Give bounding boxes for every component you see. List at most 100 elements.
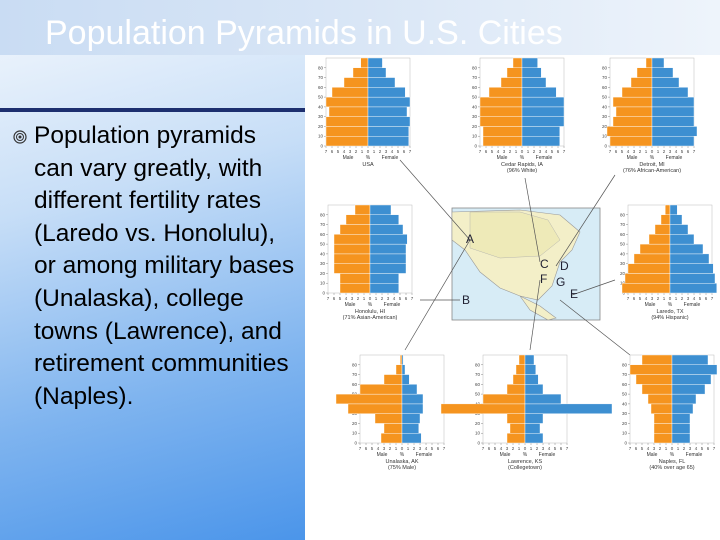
male-bar — [500, 77, 523, 88]
x-tick-label: 1 — [407, 446, 410, 451]
male-bar — [482, 393, 526, 405]
female-bar — [367, 106, 408, 117]
male-bar — [482, 126, 523, 137]
female-label: Female — [684, 302, 701, 308]
male-bar — [333, 234, 371, 245]
female-bar — [367, 77, 396, 88]
x-tick-label: 0 — [521, 149, 524, 154]
x-tick-label: 2 — [639, 149, 642, 154]
side-panel — [0, 0, 305, 540]
y-tick-label: 60 — [622, 382, 628, 387]
male-bar — [506, 433, 526, 444]
female-bar — [651, 106, 695, 117]
female-bar — [651, 116, 695, 127]
female-bar — [524, 423, 541, 434]
x-tick-label: 6 — [615, 149, 618, 154]
x-tick-label: 1 — [395, 446, 398, 451]
slide-title: Population Pyramids in U.S. Cities — [45, 14, 563, 52]
male-bar — [328, 106, 369, 117]
x-tick-label: 2 — [681, 296, 684, 301]
x-tick-label: 4 — [647, 446, 650, 451]
y-tick-label: 80 — [622, 362, 628, 367]
y-tick-label: 30 — [622, 411, 628, 416]
x-tick-label: 4 — [548, 446, 551, 451]
female-bar — [669, 234, 695, 245]
pyramid-caption: Honolulu, HI — [355, 309, 386, 315]
x-tick-label: 0 — [524, 446, 527, 451]
female-bar — [401, 423, 419, 434]
x-tick-label: 1 — [515, 149, 518, 154]
female-bar — [401, 403, 424, 414]
female-bar — [367, 87, 406, 98]
female-bar — [671, 364, 718, 375]
male-bar — [633, 253, 671, 264]
x-tick-label: 1 — [518, 446, 521, 451]
male-bar — [648, 234, 671, 245]
y-tick-label: 70 — [475, 372, 481, 377]
male-bar — [325, 96, 369, 108]
y-tick-label: 50 — [320, 242, 326, 247]
y-tick-label: 10 — [602, 134, 608, 139]
male-bar — [383, 423, 403, 434]
y-tick-label: 40 — [620, 251, 626, 256]
x-tick-label: 6 — [705, 296, 708, 301]
x-tick-label: 6 — [707, 446, 710, 451]
female-bar — [367, 67, 387, 78]
female-bar — [401, 433, 422, 444]
male-bar — [325, 126, 369, 137]
pyramid-subcaption: (76% African-American) — [623, 168, 681, 174]
map-label: B — [462, 293, 470, 307]
female-bar — [367, 96, 411, 108]
y-tick-label: 70 — [620, 222, 626, 227]
y-tick-label: 50 — [602, 95, 608, 100]
male-bar — [653, 433, 673, 444]
male-bar — [653, 423, 673, 434]
y-tick-label: 10 — [320, 281, 326, 286]
x-tick-label: 3 — [387, 296, 390, 301]
y-tick-label: 50 — [620, 242, 626, 247]
pyramid-subcaption: (75% Male) — [388, 465, 416, 471]
connectors — [399, 159, 631, 356]
female-bar — [669, 273, 716, 284]
x-tick-label: 3 — [651, 296, 654, 301]
x-tick-label: 2 — [683, 446, 686, 451]
male-bar — [624, 273, 671, 284]
male-bar — [612, 116, 653, 127]
x-tick-label: 4 — [627, 149, 630, 154]
bullet-icon — [13, 130, 27, 144]
male-bar — [653, 413, 673, 424]
female-bar — [367, 57, 383, 68]
x-tick-label: 5 — [337, 149, 340, 154]
female-bar — [651, 126, 698, 137]
female-label: Female — [686, 452, 703, 458]
female-bar — [651, 57, 665, 68]
male-bar — [629, 364, 673, 375]
y-tick-label: 10 — [352, 431, 358, 436]
male-bar — [506, 413, 526, 424]
male-bar — [325, 116, 369, 127]
x-tick-label: 5 — [491, 149, 494, 154]
y-tick-label: 0 — [624, 441, 627, 446]
male-bar — [650, 403, 673, 414]
male-bar — [339, 224, 371, 235]
x-tick-label: 5 — [699, 296, 702, 301]
female-bar — [367, 136, 409, 147]
y-tick-label: 10 — [472, 134, 478, 139]
male-bar — [636, 67, 653, 78]
female-bar — [369, 263, 407, 274]
x-tick-label: 5 — [554, 446, 557, 451]
x-tick-label: 5 — [397, 149, 400, 154]
x-tick-label: 1 — [373, 149, 376, 154]
x-tick-label: 6 — [405, 296, 408, 301]
map-label: C — [540, 257, 549, 271]
y-tick-label: 20 — [352, 421, 358, 426]
unit-label: % — [523, 452, 528, 458]
x-tick-label: 3 — [539, 149, 542, 154]
male-bar — [331, 87, 369, 98]
y-tick-label: 80 — [320, 212, 326, 217]
male-bar — [395, 364, 403, 375]
female-bar — [671, 423, 691, 434]
x-tick-label: 7 — [711, 296, 714, 301]
male-bar — [360, 57, 369, 68]
female-bar — [521, 77, 547, 88]
